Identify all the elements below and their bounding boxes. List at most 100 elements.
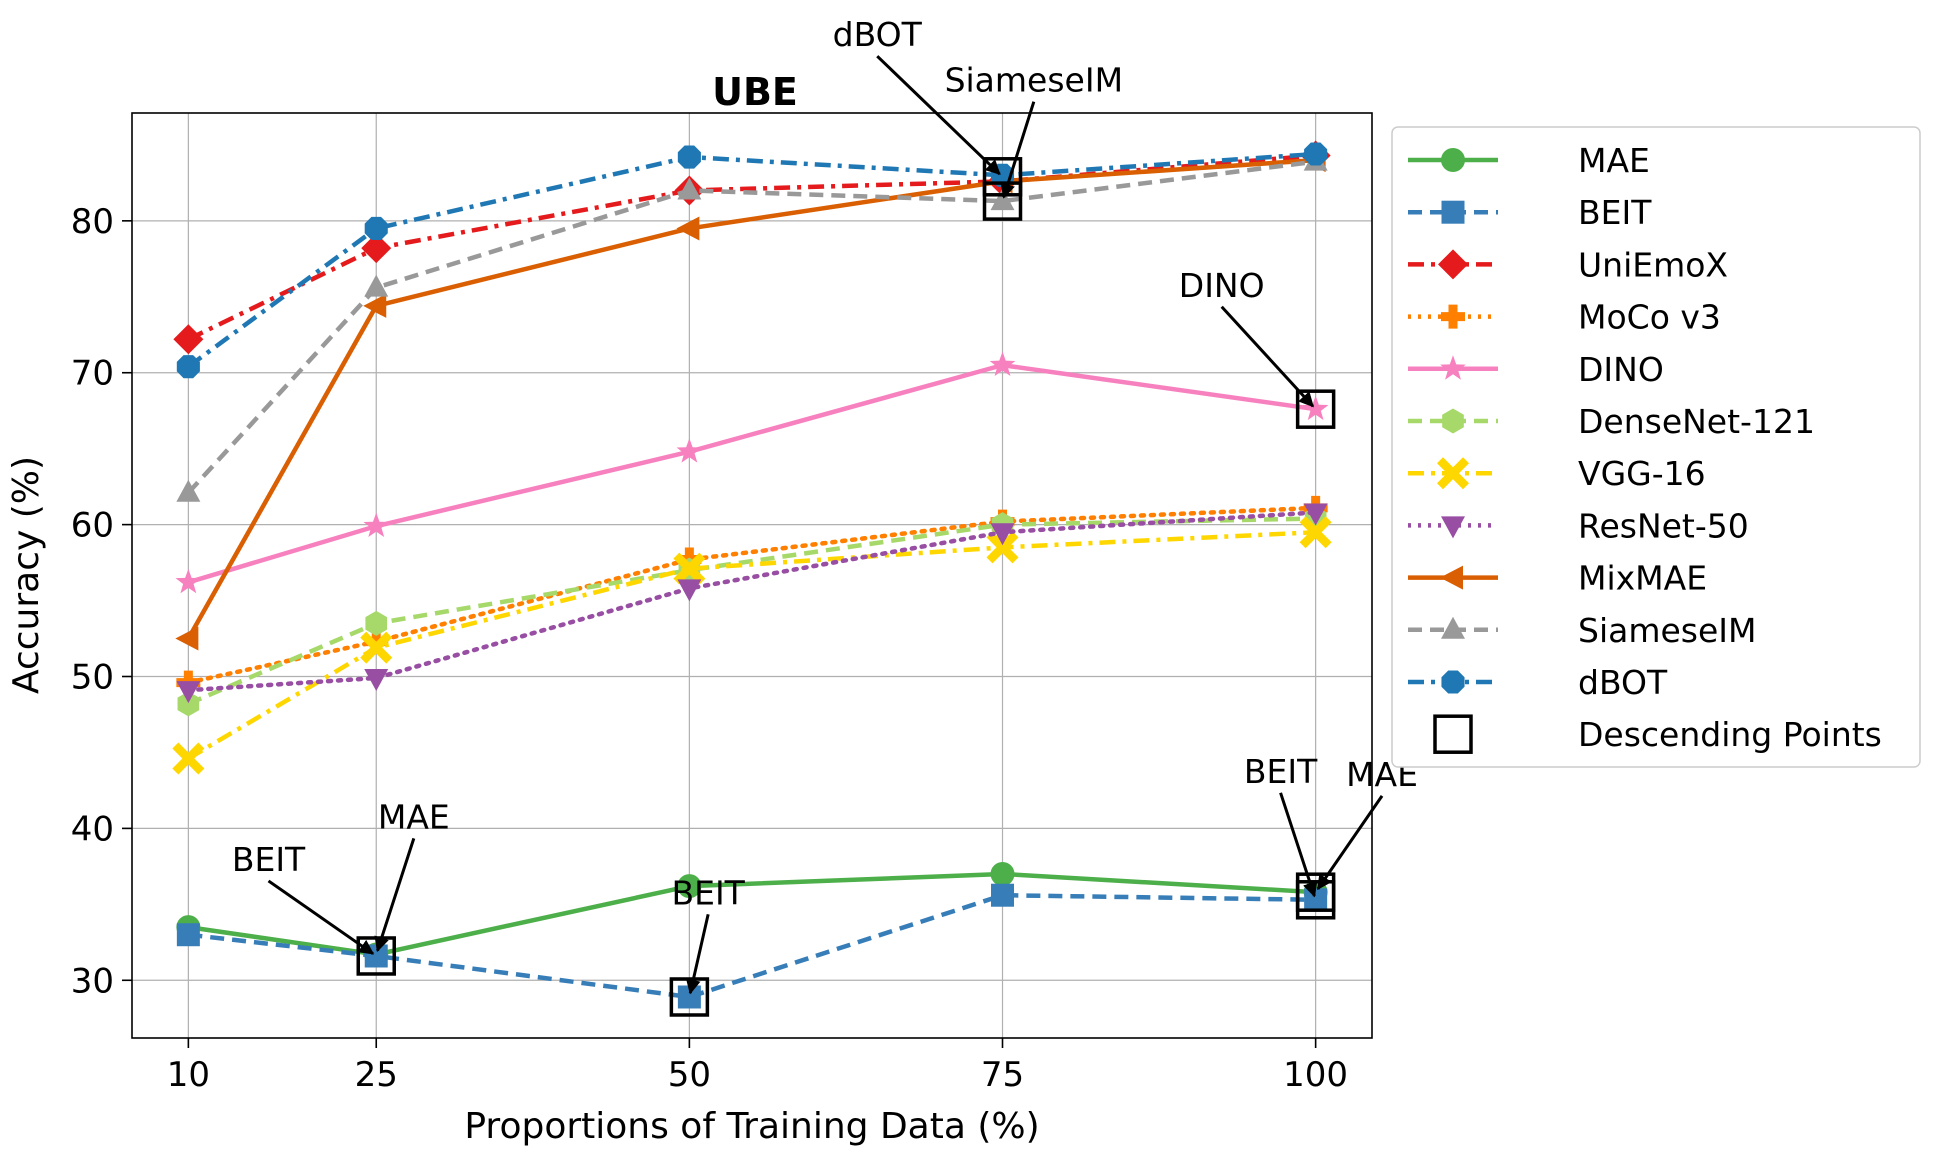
y-tick-label: 40 [71,809,114,849]
legend-marker [1441,516,1465,539]
data-point-dbot [176,355,200,379]
data-point-mae [677,874,702,899]
annotation-beit: BEIT [232,840,306,879]
legend-label: UniEmoX [1578,245,1728,284]
legend-frame [1391,126,1921,768]
data-point-beit [364,944,388,968]
legend-label: ResNet-50 [1578,506,1749,545]
series-siameseim [176,148,1328,502]
legend-marker [1442,408,1464,434]
x-tick-label: 75 [981,1055,1024,1095]
x-axis-label: Proportions of Training Data (%) [464,1106,1039,1147]
data-point-resnet-50 [1303,503,1328,526]
legend-label: MoCo v3 [1578,298,1721,337]
data-point-vgg-16 [172,742,205,775]
legend-item-resnet-50: ResNet-50 [1408,506,1749,545]
legend-label: Descending Points [1578,715,1882,754]
legend-label: dBOT [1578,663,1668,702]
data-point-uniemox [361,233,392,264]
legend-marker [1440,565,1463,590]
legend-marker [1441,616,1465,639]
data-point-vgg-16 [986,531,1019,564]
data-point-mixmae [676,216,700,241]
legend-label: DenseNet-121 [1578,402,1815,441]
legend-marker [1438,249,1468,280]
legend-item-dbot: dBOT [1408,663,1668,702]
y-tick-label: 80 [71,202,114,242]
annotation-dino: DINO [1179,266,1265,305]
annotation-arrow [1220,305,1315,408]
series-line-uniemox [187,153,1316,342]
legend-item-moco-v3: MoCo v3 [1408,298,1721,337]
legend-marker [1441,670,1465,694]
annotation-arrow [267,879,375,955]
legend-item-uniemox: UniEmoX [1408,245,1728,284]
data-point-mae [990,861,1015,886]
legend-marker [1441,304,1465,329]
legend-marker [1441,200,1465,224]
annotation-arrow [1000,101,1036,199]
legend-item-mae: MAE [1408,141,1650,180]
data-point-siameseim [176,479,201,502]
data-point-uniemox [173,324,204,355]
data-point-resnet-50 [990,523,1015,546]
legend-item-beit: BEIT [1408,193,1652,232]
y-axis-label: Accuracy (%) [6,456,47,694]
series-line-densenet-121 [187,516,1316,706]
data-point-resnet-50 [176,681,201,704]
legend-box-marker [1433,714,1473,754]
x-tick-label: 100 [1283,1055,1348,1095]
data-point-dino [989,351,1016,377]
legend-item-densenet-121: DenseNet-121 [1408,402,1815,441]
legend-label: SiameseIM [1578,611,1757,650]
data-point-siameseim [677,177,702,200]
annotation-mae: MAE [378,797,450,836]
y-tick-label: 60 [71,506,114,546]
x-tick-label: 50 [668,1055,711,1095]
data-point-mixmae [175,626,199,651]
annotation-beit: BEIT [1244,752,1318,791]
legend-label: VGG-16 [1578,454,1706,493]
series-resnet-50 [176,503,1328,704]
y-tick-label: 30 [71,961,114,1001]
data-point-resnet-50 [364,669,389,692]
y-tick-label: 70 [71,354,114,394]
data-point-dbot [364,216,388,240]
data-point-resnet-50 [677,579,702,602]
series-dino [175,351,1329,594]
annotation-beit: BEIT [671,873,745,912]
annotation-arrow [1279,792,1318,898]
data-point-dino [363,512,390,538]
series-vgg-16 [172,516,1332,775]
legend-marker [1440,355,1466,380]
data-point-moco-v3 [364,629,389,654]
data-point-dino [175,568,202,594]
descending-point-box [1295,872,1336,912]
legend-marker [1441,148,1465,172]
annotation-arrow [374,837,416,953]
data-point-vgg-16 [360,631,393,664]
data-point-dino [1302,395,1329,421]
x-tick-label: 10 [167,1055,210,1095]
x-axis-ticks: 10 25 50 75 100 [167,1038,1348,1095]
data-point-vgg-16 [673,552,706,585]
data-point-mixmae [363,293,387,318]
legend-label: DINO [1578,350,1664,389]
legend-item-mixmae: MixMAE [1408,559,1707,598]
legend: MAE BEIT UniEmoX MoCo v3 DINO DenseNet-121 VGG… [1391,126,1921,768]
data-point-dbot [677,145,701,169]
data-point-beit [176,923,200,947]
data-point-vgg-16 [1299,516,1332,549]
legend-label: BEIT [1578,193,1652,232]
data-point-dino [676,438,703,463]
annotation-dbot: dBOT [833,15,923,54]
series-line-moco-v3 [186,505,1318,685]
plot-frame [131,112,1373,1039]
annotation-siameseim: SiameseIM [945,61,1124,100]
descending-point-box [1295,389,1336,429]
y-tick-label: 50 [71,658,114,698]
data-point-densenet-121 [177,691,200,717]
annotation-arrow [685,914,710,995]
data-point-beit [677,985,701,1009]
